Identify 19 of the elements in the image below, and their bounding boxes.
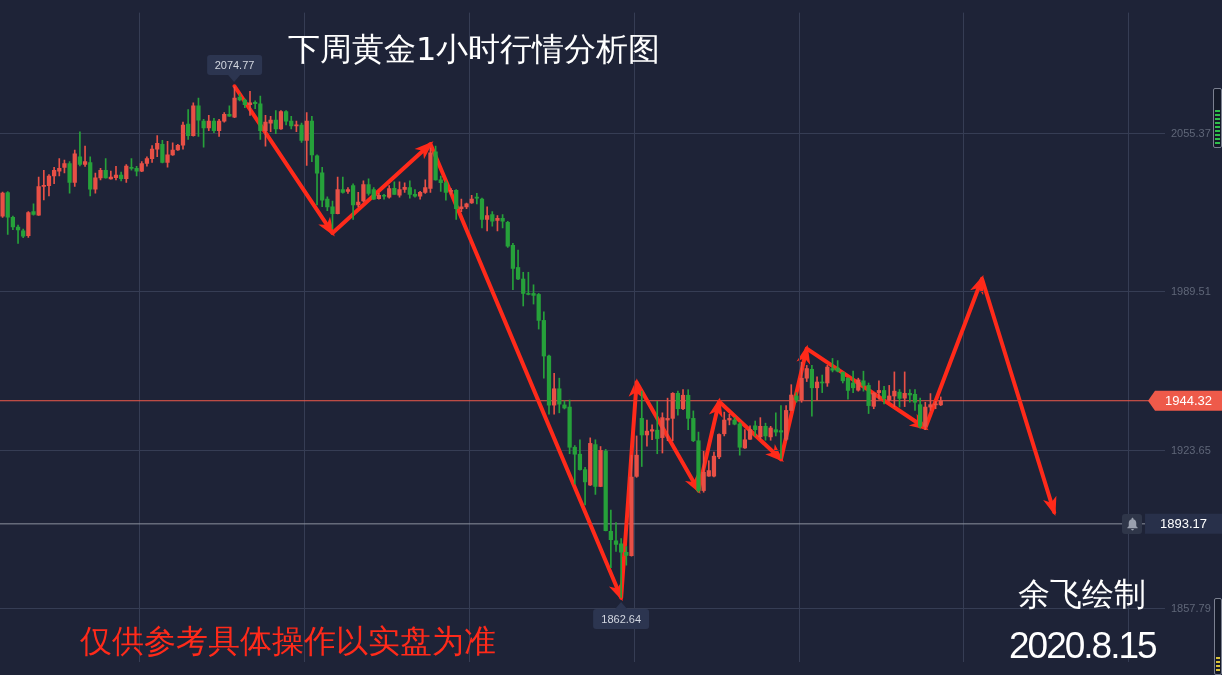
candlestick: [77, 131, 83, 167]
candlestick: [639, 390, 644, 467]
annotation: 2020.8.15: [1009, 625, 1156, 666]
candlestick: [82, 145, 88, 167]
y-tick-label: 2055.37: [1171, 126, 1211, 139]
annotation: 余飞绘制: [1018, 575, 1146, 613]
ref-line-label: 1893.17: [1160, 515, 1207, 531]
candlestick: [485, 206, 490, 232]
y-tick-label: 1989.51: [1171, 285, 1211, 298]
annotation: 2074.77: [206, 54, 263, 75]
candlestick: [608, 509, 613, 568]
candlestick: [655, 400, 660, 455]
ref-line-label: 1944.32: [1165, 392, 1212, 408]
y-tick-label: 1857.79: [1171, 602, 1211, 615]
annotation: 1862.64: [593, 609, 650, 630]
text: 下周黄金1小时行情分析图: [288, 30, 661, 68]
annotation: 仅供参考具体操作以实盘为准: [80, 622, 496, 660]
candlestick: [448, 188, 454, 195]
y-tick-label: 1923.65: [1171, 443, 1211, 456]
